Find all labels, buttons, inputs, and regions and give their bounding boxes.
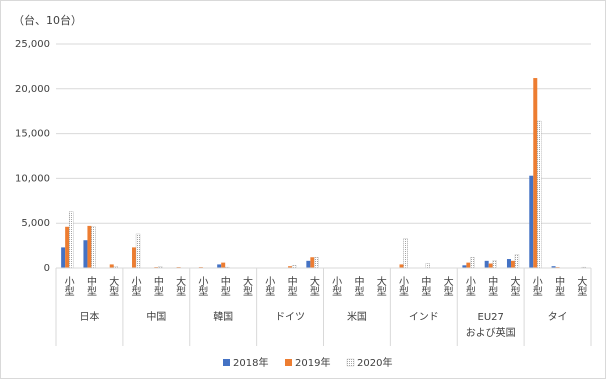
x-tick-label: 中型 xyxy=(285,276,297,296)
bar xyxy=(87,225,92,268)
bar xyxy=(65,226,70,268)
bar xyxy=(484,260,489,268)
bar xyxy=(314,257,319,269)
y-tick-label: 10,000 xyxy=(15,173,50,184)
x-tick-label: 小型 xyxy=(396,276,408,296)
x-tick-label: 大型 xyxy=(307,276,319,296)
x-tick-label: 中型 xyxy=(485,276,497,296)
bar xyxy=(135,233,141,269)
bar xyxy=(551,266,556,268)
bar xyxy=(533,78,538,268)
bar xyxy=(306,260,311,268)
bar xyxy=(510,260,515,268)
legend-label: 2019年 xyxy=(295,356,330,369)
bar xyxy=(425,263,430,269)
bar xyxy=(132,247,137,268)
x-tick-label: 中型 xyxy=(351,276,363,296)
legend-swatch xyxy=(346,358,355,367)
bar xyxy=(403,238,408,269)
group-label: 韓国 xyxy=(213,312,234,323)
x-tick-label: 大型 xyxy=(441,276,453,296)
bar xyxy=(68,211,74,269)
x-tick-label: 小型 xyxy=(530,276,542,296)
bar xyxy=(221,262,226,268)
y-tick-label: 5,000 xyxy=(21,218,50,229)
y-tick-label: 25,000 xyxy=(15,39,50,50)
x-tick-label: 中型 xyxy=(552,276,564,296)
bar xyxy=(470,257,475,269)
y-tick-label: 0 xyxy=(44,263,50,274)
x-tick-label: 大型 xyxy=(374,276,386,296)
bar xyxy=(61,247,66,268)
group-label: ドイツ xyxy=(275,312,306,323)
x-tick-label: 小型 xyxy=(262,276,274,296)
x-tick-label: 大型 xyxy=(574,276,586,296)
group-label: インド xyxy=(408,312,439,323)
bar xyxy=(91,226,96,269)
bar xyxy=(462,265,467,268)
x-tick-label: 大型 xyxy=(173,276,185,296)
bar xyxy=(488,263,493,268)
bar xyxy=(492,260,497,269)
legend-label: 2020年 xyxy=(357,356,392,369)
bar xyxy=(514,254,520,269)
bar xyxy=(537,120,542,269)
x-tick-label: 小型 xyxy=(129,276,141,296)
group-label: EU27 および英国 xyxy=(465,312,516,339)
y-tick-label: 20,000 xyxy=(15,84,50,95)
group-label: 米国 xyxy=(346,312,367,323)
x-tick-label: 大型 xyxy=(106,276,118,296)
group-label: タイ xyxy=(547,312,568,323)
x-tick-label: 小型 xyxy=(463,276,475,296)
bar xyxy=(288,266,293,268)
group-label: 日本 xyxy=(79,312,100,323)
bar xyxy=(310,257,315,268)
x-tick-label: 中型 xyxy=(418,276,430,296)
x-tick-label: 小型 xyxy=(195,276,207,296)
bar xyxy=(83,240,88,268)
legend-label: 2018年 xyxy=(233,356,268,369)
x-tick-label: 中型 xyxy=(218,276,230,296)
x-tick-label: 大型 xyxy=(507,276,519,296)
bar xyxy=(399,264,404,268)
x-tick-label: 小型 xyxy=(62,276,74,296)
x-tick-label: 小型 xyxy=(329,276,341,296)
bar xyxy=(109,264,114,268)
legend-swatch xyxy=(223,359,230,366)
bar xyxy=(506,259,511,268)
bar xyxy=(466,262,471,268)
legend-swatch xyxy=(285,359,292,366)
y-tick-label: 15,000 xyxy=(15,129,50,140)
y-unit: （台、10台） xyxy=(13,13,82,27)
group-label: 中国 xyxy=(146,312,167,323)
bar xyxy=(217,264,222,268)
x-tick-label: 中型 xyxy=(84,276,96,296)
x-tick-label: 大型 xyxy=(240,276,252,296)
bar xyxy=(529,175,534,268)
x-tick-label: 中型 xyxy=(151,276,163,296)
